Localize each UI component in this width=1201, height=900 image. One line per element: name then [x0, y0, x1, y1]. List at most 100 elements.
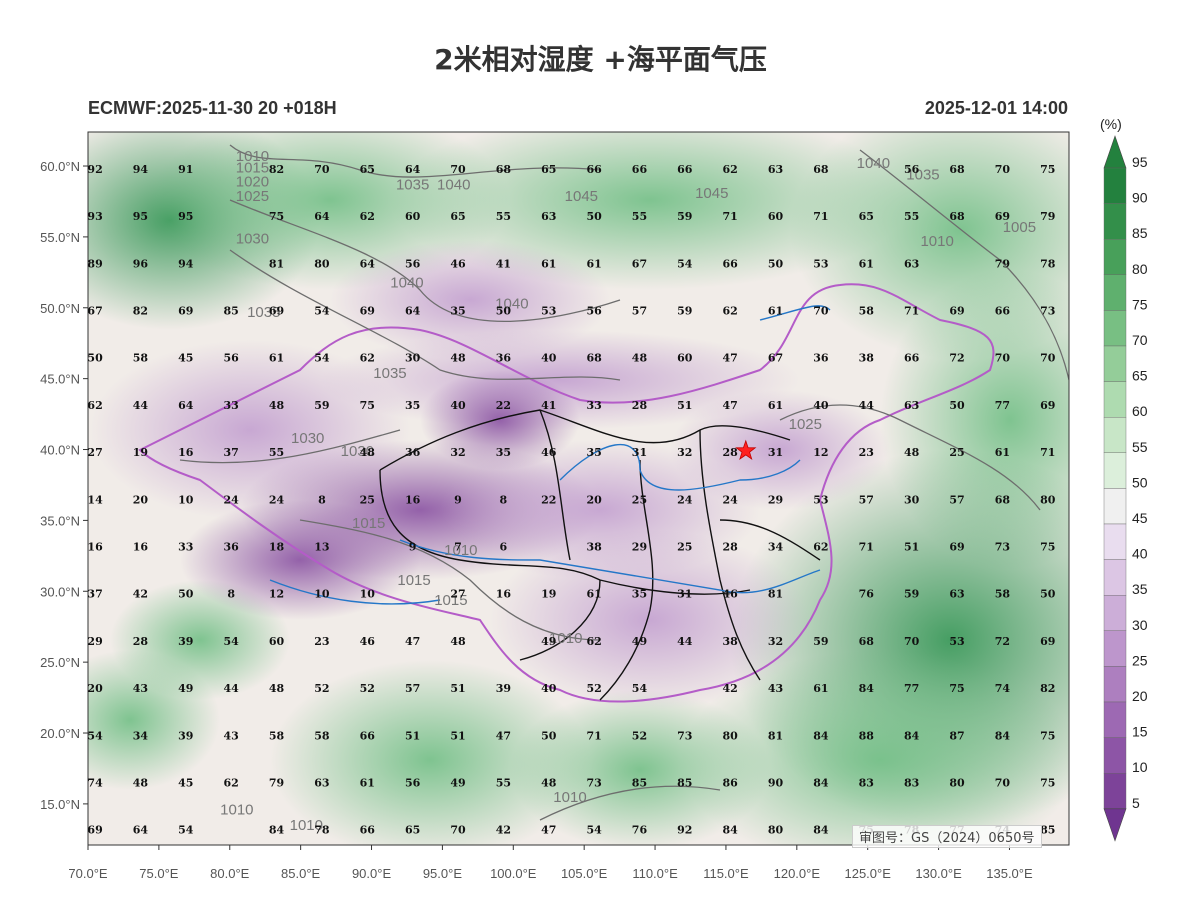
humidity-value: 19: [541, 588, 556, 601]
humidity-value: 27: [450, 588, 465, 601]
humidity-value: 75: [1040, 729, 1055, 742]
humidity-value: 84: [904, 729, 920, 742]
longitude-labels: 70.0°E 75.0°E 80.0°E 85.0°E 90.0°E 95.0°E 100.…: [68, 866, 1033, 881]
humidity-value: 56: [405, 776, 421, 789]
humidity-value: 69: [1085, 446, 1100, 459]
humidity-value: 79: [1040, 210, 1055, 223]
colorbar-swatch: [1103, 523, 1127, 560]
isobar-label: 1035: [373, 365, 406, 382]
colorbar-swatch: [1103, 773, 1127, 810]
colorbar-swatch: [1103, 381, 1127, 418]
humidity-value: 52: [314, 682, 329, 695]
isobar-label: 1010: [444, 542, 477, 559]
humidity-value: 30: [405, 352, 421, 365]
humidity-value: 22: [541, 493, 556, 506]
humidity-value: 48: [269, 399, 285, 412]
humidity-value: 12: [813, 446, 828, 459]
humidity-value: 63: [314, 776, 329, 789]
humidity-value: 77: [904, 682, 919, 695]
humidity-value: 19: [133, 446, 148, 459]
humidity-value: 75: [949, 682, 964, 695]
humidity-value: 50: [178, 588, 194, 601]
colorbar-swatch: [1103, 167, 1127, 204]
humidity-value: 31: [677, 588, 692, 601]
humidity-value: 73: [995, 540, 1010, 553]
humidity-value: 50: [1040, 588, 1056, 601]
humidity-value: 65: [541, 163, 556, 176]
humidity-value: 70: [995, 776, 1011, 789]
lat-label: 60.0°N: [40, 159, 80, 174]
humidity-value: 70: [1040, 352, 1056, 365]
humidity-value: 49: [450, 776, 465, 789]
humidity-value: 73: [586, 776, 601, 789]
humidity-value: 64: [405, 304, 421, 317]
humidity-value: 70: [314, 163, 330, 176]
humidity-value: 87: [949, 729, 964, 742]
humidity-value: 69: [995, 210, 1010, 223]
lat-label: 50.0°N: [40, 301, 80, 316]
humidity-value: 28: [723, 540, 739, 553]
humidity-value: 51: [450, 729, 465, 742]
humidity-value: 52: [632, 729, 647, 742]
humidity-value: 69: [949, 540, 964, 553]
map-approval-number: 审图号：GS（2024）0650号: [852, 825, 1042, 848]
humidity-value: 50: [586, 210, 602, 223]
humidity-value: 86: [723, 776, 739, 789]
humidity-value: 58: [995, 588, 1011, 601]
humidity-value: 71: [1040, 446, 1055, 459]
humidity-value: 79: [995, 257, 1010, 270]
humidity-value: 9: [454, 493, 462, 506]
valid-time-label: 2025-12-01 14:00: [924, 98, 1068, 118]
humidity-value: 31: [768, 446, 783, 459]
humidity-value: 66: [995, 304, 1011, 317]
lat-label: 35.0°N: [40, 513, 80, 528]
humidity-value: 59: [314, 399, 329, 412]
humidity-value: 56: [586, 304, 602, 317]
humidity-value: 55: [632, 210, 647, 223]
isobar-label: 1040: [857, 155, 890, 172]
humidity-value: 36: [813, 352, 829, 365]
humidity-value: 70: [813, 304, 829, 317]
colorbar-tick-label: 35: [1132, 581, 1148, 597]
humidity-value: 62: [586, 635, 601, 648]
lon-label: 70.0°E: [68, 866, 108, 881]
isobar-label: 1015: [236, 159, 269, 176]
humidity-value: 20: [586, 493, 602, 506]
humidity-value: 64: [360, 257, 376, 270]
humidity-value: 57: [859, 493, 874, 506]
humidity-value: 24: [224, 493, 240, 506]
humidity-value: 16: [496, 588, 512, 601]
humidity-value: 60: [405, 210, 421, 223]
humidity-value: 50: [768, 257, 784, 270]
map-frame: [87, 131, 1070, 846]
colorbar-tick-label: 45: [1132, 510, 1148, 526]
humidity-value: 53: [949, 635, 964, 648]
humidity-value: 54: [677, 257, 693, 270]
humidity-value: 95: [133, 210, 148, 223]
isobar-label: 1040: [390, 274, 423, 291]
humidity-value: 35: [405, 399, 420, 412]
humidity-value: 68: [949, 210, 965, 223]
humidity-value: 60: [269, 635, 285, 648]
humidity-value: 35: [496, 446, 511, 459]
humidity-value: 59: [813, 635, 828, 648]
humidity-value: 16: [178, 446, 194, 459]
humidity-value: 20: [87, 682, 103, 695]
humidity-value: 61: [269, 352, 284, 365]
lon-label: 125.0°E: [844, 866, 891, 881]
humidity-value: 94: [178, 257, 194, 270]
humidity-value: 66: [360, 824, 376, 837]
humidity-value: 46: [723, 588, 739, 601]
lat-label: 55.0°N: [40, 230, 80, 245]
lat-label: 25.0°N: [40, 655, 80, 670]
humidity-value: 44: [677, 635, 693, 648]
humidity-value: 39: [178, 729, 193, 742]
humidity-value: 54: [586, 824, 602, 837]
humidity-value: 58: [859, 304, 875, 317]
humidity-value: 89: [87, 257, 102, 270]
colorbar-tick-label: 50: [1132, 474, 1148, 490]
humidity-value: 61: [586, 588, 601, 601]
humidity-value: 35: [586, 446, 601, 459]
latitude-labels: 60.0°N 55.0°N 50.0°N 45.0°N 40.0°N 35.0°N 30.0…: [40, 159, 80, 812]
